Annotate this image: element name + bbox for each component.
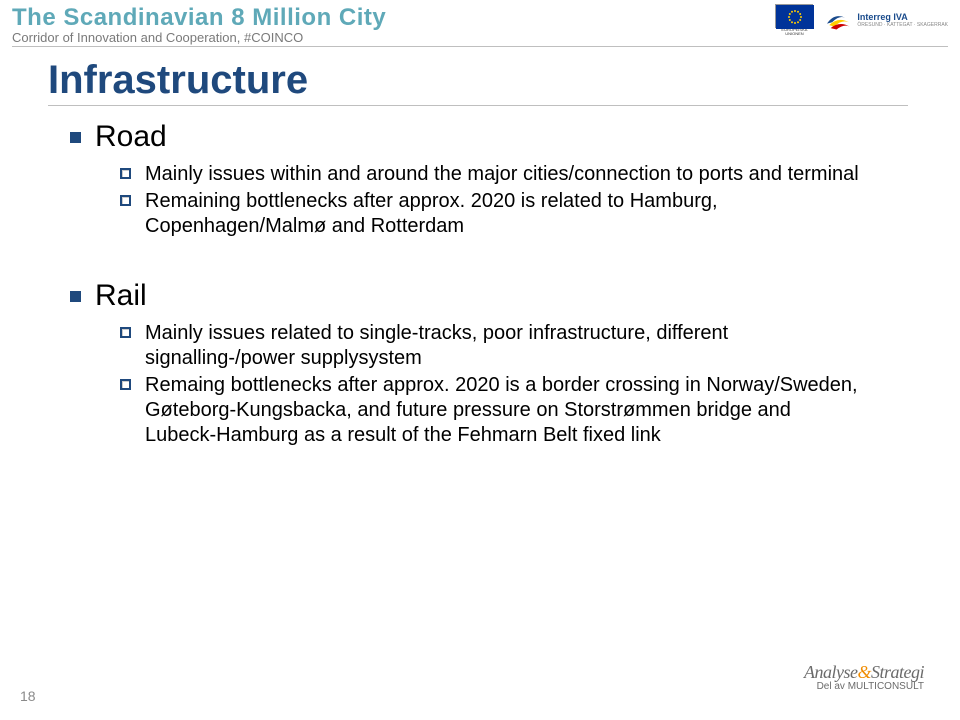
interreg-region: ÖRESUND · KATTEGAT · SKAGERRAK [857, 23, 948, 28]
list-item: Mainly issues related to single-tracks, … [120, 321, 860, 371]
heading-text: Rail [95, 279, 147, 313]
item-text: Remaing bottlenecks after approx. 2020 i… [145, 373, 860, 448]
header-logos: EUROPEISKA UNIONEN Interreg IVA ÖRESUND … [775, 4, 948, 36]
slide-content: Infrastructure Road Mainly issues within… [48, 58, 912, 488]
item-text: Mainly issues within and around the majo… [145, 162, 859, 187]
logo-part1: Analyse [804, 662, 857, 682]
header-title: The Scandinavian 8 Million City [12, 4, 386, 32]
swirl-icon [823, 9, 853, 31]
item-text: Remaining bottlenecks after approx. 2020… [145, 189, 860, 239]
logo-part2: Strategi [871, 662, 924, 682]
list-item: Mainly issues within and around the majo… [120, 162, 860, 187]
footer-logo: Analyse&Strategi Del av MULTICONSULT [804, 662, 924, 692]
list-item: Remaing bottlenecks after approx. 2020 i… [120, 373, 860, 448]
interreg-logo: Interreg IVA ÖRESUND · KATTEGAT · SKAGER… [823, 9, 948, 31]
heading-text: Road [95, 120, 167, 154]
bullet-hollow-icon [120, 168, 131, 179]
interreg-name: Interreg IVA [857, 13, 948, 22]
sub-list: Mainly issues within and around the majo… [120, 162, 912, 239]
eu-flag-icon: EUROPEISKA UNIONEN [775, 4, 813, 36]
header-left: The Scandinavian 8 Million City Corridor… [12, 4, 386, 45]
title-divider [48, 105, 908, 106]
section-road: Road Mainly issues within and around the… [48, 120, 912, 239]
section-heading: Road [70, 120, 912, 154]
bullet-hollow-icon [120, 379, 131, 390]
header-subtitle: Corridor of Innovation and Cooperation, … [12, 30, 386, 45]
section-rail: Rail Mainly issues related to single-tra… [48, 279, 912, 448]
list-item: Remaining bottlenecks after approx. 2020… [120, 189, 860, 239]
eu-label: EUROPEISKA UNIONEN [775, 28, 813, 36]
bullet-hollow-icon [120, 195, 131, 206]
bullet-filled-icon [70, 291, 81, 302]
slide-title: Infrastructure [48, 58, 912, 103]
section-heading: Rail [70, 279, 912, 313]
slide-header: The Scandinavian 8 Million City Corridor… [0, 0, 960, 50]
analyse-strategi-logo: Analyse&Strategi [804, 662, 924, 683]
header-divider [12, 46, 948, 47]
bullet-filled-icon [70, 132, 81, 143]
sub-list: Mainly issues related to single-tracks, … [120, 321, 912, 448]
bullet-hollow-icon [120, 327, 131, 338]
logo-amp: & [857, 662, 871, 682]
page-number: 18 [20, 688, 36, 704]
logo-subtext: Del av MULTICONSULT [804, 681, 924, 692]
item-text: Mainly issues related to single-tracks, … [145, 321, 860, 371]
